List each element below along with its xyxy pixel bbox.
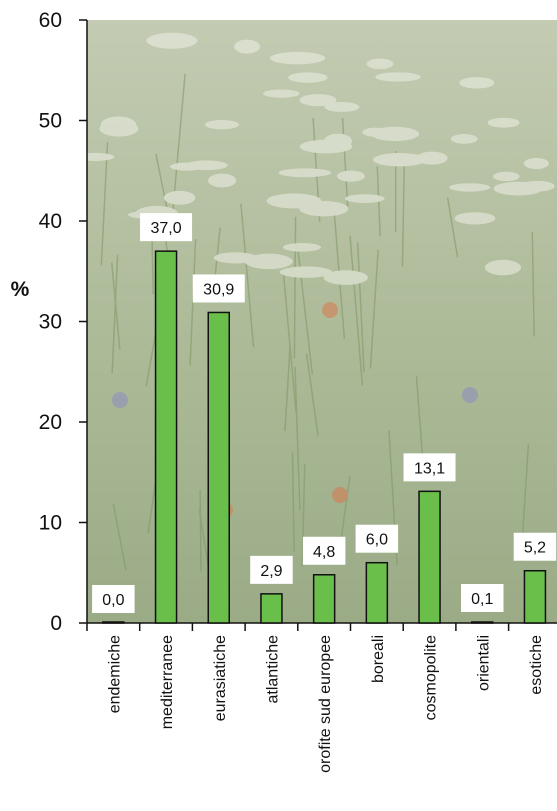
svg-text:5,2: 5,2 (524, 540, 546, 557)
category-label: atlantiche (264, 635, 281, 704)
svg-text:0,0: 0,0 (102, 592, 124, 609)
value-label: 30,9 (192, 274, 245, 303)
y-tick-label: 10 (39, 512, 62, 535)
y-tick-label: 30 (39, 311, 62, 334)
bar-endemiche (102, 621, 125, 624)
category-label: boreali (370, 635, 387, 683)
value-labels: 0,0 37,0 30,9 2,9 4,8 6,0 13,1 0,1 5,2 (92, 213, 557, 613)
svg-text:0,1: 0,1 (471, 591, 493, 608)
category-label: orientali (475, 635, 492, 691)
category-label: eurasiatiche (212, 635, 229, 721)
bar-mediterranee (154, 250, 178, 624)
value-label: 0,0 (92, 585, 135, 613)
category-label: esotiche (528, 635, 545, 695)
svg-text:4,8: 4,8 (313, 544, 335, 561)
bar-orientali (471, 621, 494, 624)
bar-atlantiche (260, 593, 283, 624)
bar-cosmopolite (418, 490, 441, 624)
y-tick-label: 20 (39, 411, 62, 434)
value-label: 0,1 (461, 583, 504, 612)
y-tick-label: 60 (39, 9, 62, 32)
category-label: endemiche (106, 635, 123, 713)
meadow-background (87, 20, 557, 623)
value-label: 13,1 (403, 453, 456, 482)
svg-text:30,9: 30,9 (203, 281, 234, 298)
y-tick-label: 50 (39, 110, 62, 133)
y-tick-label: 40 (39, 210, 62, 233)
value-label: 2,9 (250, 555, 293, 584)
value-label: 37,0 (140, 213, 193, 242)
category-label: cosmopolite (423, 635, 440, 720)
category-labels: endemiche mediterranee eurasiatiche atlanti… (106, 635, 545, 773)
value-label: 4,8 (302, 536, 346, 565)
bar-boreali (365, 561, 389, 624)
bar-eurasiatiche (207, 311, 230, 624)
y-tick-label: 0 (50, 612, 62, 635)
category-label: orofite sud europee (317, 635, 334, 773)
value-label: 5,2 (513, 532, 557, 561)
bars (102, 250, 547, 624)
svg-text:13,1: 13,1 (414, 460, 445, 477)
y-axis-label: % (11, 278, 30, 301)
category-label: mediterranee (159, 635, 176, 729)
svg-text:2,9: 2,9 (260, 563, 282, 580)
value-label: 6,0 (355, 524, 399, 553)
svg-text:37,0: 37,0 (150, 220, 181, 237)
svg-text:6,0: 6,0 (366, 532, 388, 549)
bar-orofite-sud-europee (312, 574, 336, 624)
bar-esotiche (523, 569, 547, 624)
